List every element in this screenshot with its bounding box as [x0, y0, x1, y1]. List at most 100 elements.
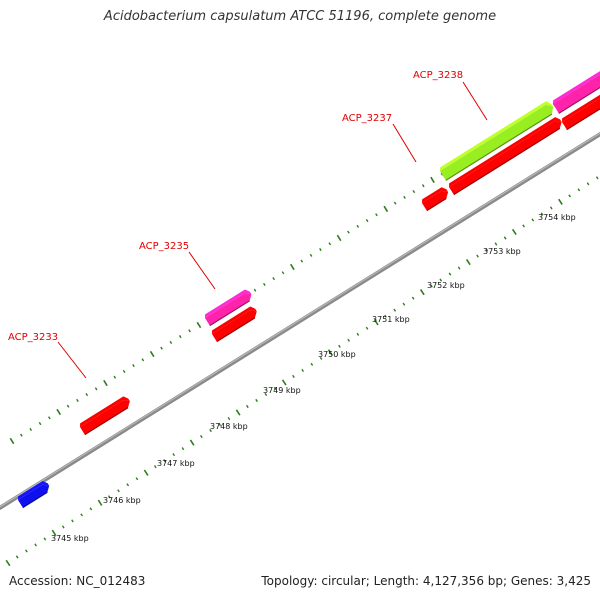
map-title: Acidobacterium capsulatum ATCC 51196, co… — [103, 9, 497, 24]
inner-tick — [264, 392, 268, 396]
inner-tick — [485, 248, 489, 252]
inner-tick — [476, 254, 479, 258]
outer-tick — [272, 277, 275, 281]
inner-tick — [163, 459, 166, 463]
outer-tick — [196, 321, 202, 329]
gene-feature[interactable] — [438, 100, 556, 181]
gene-feature-body — [80, 399, 130, 435]
scale-tick-label: 3745 kbp — [51, 534, 89, 543]
inner-tick — [172, 453, 176, 457]
gene-callout-label[interactable]: ACP_3237 — [342, 113, 392, 124]
inner-tick — [143, 469, 149, 476]
gene-callout-label[interactable]: ACP_3238 — [413, 70, 463, 81]
inner-tick — [235, 409, 241, 416]
inner-tick — [51, 529, 57, 537]
gene-feature-edge — [558, 83, 600, 114]
inner-tick — [522, 224, 525, 228]
outer-tick — [141, 358, 145, 362]
gene-feature[interactable] — [203, 288, 253, 327]
inner-tick — [457, 266, 461, 270]
gene-callout-leader — [188, 251, 216, 290]
inner-tick — [558, 198, 563, 205]
inner-tick — [595, 176, 599, 180]
inner-tick — [273, 386, 277, 390]
scale-tick-label: 3747 kbp — [157, 459, 195, 468]
gene-feature[interactable] — [551, 70, 600, 114]
outer-tick — [48, 416, 51, 420]
inner-tick — [61, 525, 65, 529]
gene-feature[interactable] — [420, 186, 450, 212]
genome-summary-text: Topology: circular; Length: 4,127,356 bp… — [261, 574, 591, 588]
inner-tick — [531, 218, 535, 222]
inner-tick — [209, 429, 212, 433]
gene-callout-leader — [462, 81, 488, 121]
inner-tick-track — [5, 176, 599, 567]
outer-tick — [85, 393, 89, 397]
inner-tick — [281, 379, 287, 386]
gene-feature-body — [553, 74, 600, 114]
gene-feature-top — [18, 481, 50, 500]
gene-feature-edge — [209, 300, 250, 327]
outer-tick — [309, 253, 313, 257]
outer-tick — [94, 387, 98, 391]
inner-tick — [411, 296, 415, 300]
outer-tick — [113, 375, 117, 379]
inner-tick — [347, 338, 350, 342]
gene-callouts: ACP_3233 ACP_3235 ACP_3237 ACP_3238 — [8, 70, 488, 379]
gene-feature[interactable] — [210, 305, 259, 343]
outer-tick — [347, 230, 350, 234]
inner-tick — [117, 489, 120, 493]
gene-feature[interactable] — [16, 479, 51, 509]
inner-tick — [338, 344, 341, 348]
inner-tick — [227, 417, 231, 421]
inner-tick — [15, 555, 19, 559]
outer-tick — [178, 335, 182, 339]
outer-tick — [281, 271, 285, 275]
gene-feature-edge — [426, 197, 447, 212]
gene-feature-body — [562, 97, 600, 130]
inner-tick — [181, 447, 185, 451]
inner-tick — [327, 349, 333, 356]
outer-tick — [56, 408, 62, 416]
gene-callout-leader — [392, 123, 417, 163]
inner-tick — [494, 242, 498, 246]
gene-callout-label[interactable]: ACP_3235 — [139, 241, 189, 252]
accession-text: Accession: NC_012483 — [9, 574, 146, 588]
gene-feature-body — [440, 104, 554, 181]
inner-tick — [384, 314, 387, 318]
outer-tick — [290, 263, 295, 271]
inner-tick — [107, 495, 111, 499]
gene-feature-top — [205, 289, 252, 318]
outer-tick — [365, 219, 369, 223]
gene-feature-body — [212, 310, 257, 342]
inner-tick — [402, 302, 406, 306]
inner-tick — [439, 278, 443, 282]
scale-tick-label: 3750 kbp — [318, 350, 356, 359]
outer-tick — [66, 404, 70, 408]
gene-callout-label[interactable]: ACP_3233 — [8, 332, 58, 343]
scale-tick-label: 3752 kbp — [427, 281, 465, 290]
genome-backbone-highlight — [0, 132, 600, 508]
gene-feature[interactable] — [78, 395, 132, 436]
inner-tick — [540, 212, 544, 216]
outer-tick — [440, 172, 444, 176]
outer-tick — [122, 369, 126, 373]
gene-feature-edge — [445, 113, 553, 181]
gene-feature[interactable] — [447, 116, 564, 196]
inner-tick — [135, 477, 139, 481]
inner-tick — [549, 206, 553, 210]
outer-tick — [132, 364, 135, 368]
inner-tick — [365, 326, 369, 330]
inner-tick — [503, 236, 507, 240]
outer-tick — [149, 350, 155, 358]
inner-tick — [448, 272, 452, 276]
gene-feature-body — [449, 120, 562, 195]
inner-tick — [373, 319, 379, 326]
gene-feature-body — [205, 293, 252, 326]
outer-tick — [29, 427, 33, 431]
scale-tick-label: 3753 kbp — [483, 247, 521, 256]
inner-tick — [430, 284, 433, 288]
inner-tick — [393, 308, 397, 312]
inner-tick — [419, 289, 425, 296]
